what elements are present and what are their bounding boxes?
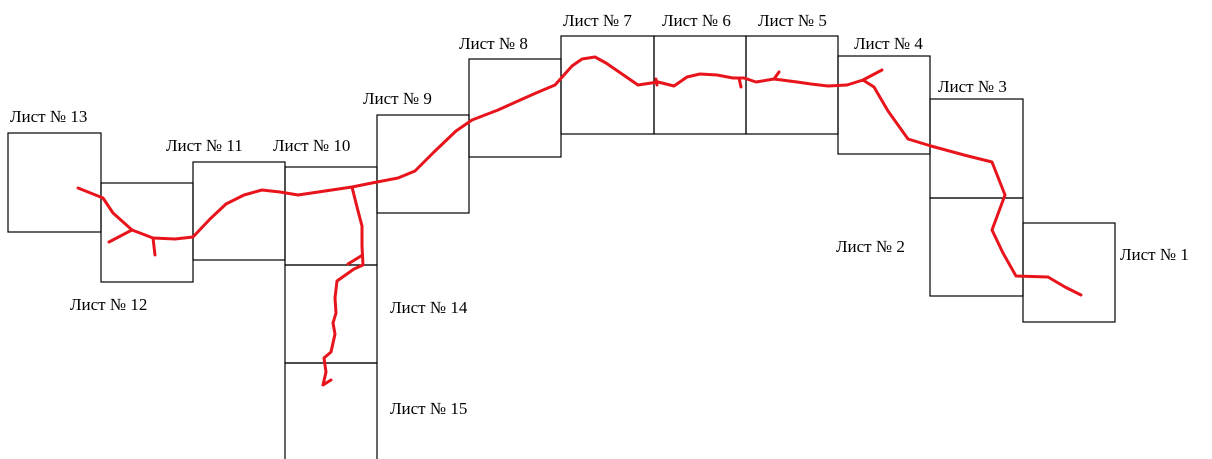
sheet-label-9: Лист № 9 [363,89,432,108]
sheet-frame-1 [1022,222,1116,323]
sheet-frames [7,35,1116,459]
route-tick-3 [737,76,743,89]
sheet-frame-13 [7,132,102,233]
route-tick-1 [346,254,363,266]
sheet-label-6: Лист № 6 [662,11,731,30]
sheet-label-1: Лист № 1 [1120,245,1189,264]
sheet-label-15: Лист № 15 [390,399,467,418]
route-branch-north-west [107,228,134,244]
route-tick-5 [861,68,884,82]
sheet-label-11: Лист № 11 [166,136,243,155]
route-main [76,55,1083,297]
sheet-label-13: Лист № 13 [10,107,87,126]
sheet-frame-8 [468,58,562,158]
sheet-label-5: Лист № 5 [758,11,827,30]
route-tick-2 [654,77,659,87]
sheet-label-4: Лист № 4 [854,34,923,53]
route-branch-south-west [151,236,157,257]
route-line [76,55,1083,387]
sheet-label-2: Лист № 2 [836,237,905,256]
sheet-label-12: Лист № 12 [70,295,147,314]
sheet-frame-11 [192,161,286,261]
sheet-frame-2 [929,197,1024,297]
sheet-labels: Лист № 13 Лист № 12 Лист № 11 Лист № 10 … [10,11,1189,418]
sheet-label-10: Лист № 10 [273,136,350,155]
sheet-frame-15 [284,362,378,459]
sheet-label-8: Лист № 8 [459,34,528,53]
sheet-frame-9 [376,114,470,214]
sheet-label-14: Лист № 14 [390,298,468,317]
sheet-label-3: Лист № 3 [938,77,1007,96]
sheet-label-7: Лист № 7 [563,11,632,30]
route-tick-4 [772,70,781,81]
sheet-frame-12 [100,182,194,283]
route-branch-south [321,185,365,387]
